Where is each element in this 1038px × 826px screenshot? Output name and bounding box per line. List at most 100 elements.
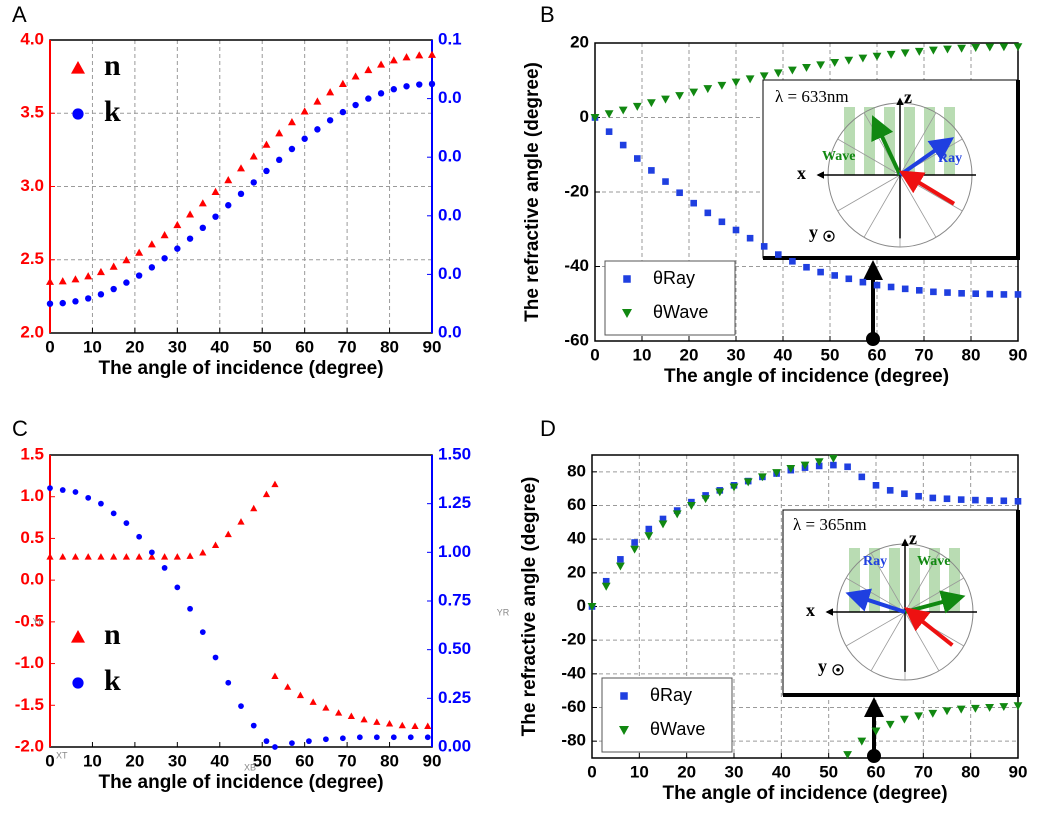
y-tick-label: -40 [564, 256, 589, 275]
marker [929, 46, 938, 55]
marker [276, 156, 283, 164]
inset-radial [870, 552, 906, 613]
inset-stripe [849, 548, 860, 612]
inset-ray-arrow [845, 588, 906, 614]
x-tick-label: 50 [253, 751, 272, 770]
marker [59, 299, 66, 307]
marker [110, 285, 117, 293]
marker [816, 61, 825, 70]
marker [760, 243, 768, 250]
y-tick-label: 20 [570, 32, 589, 51]
legend-marker [620, 692, 628, 700]
legend-box [604, 260, 736, 336]
x-tick-label: 20 [680, 345, 699, 364]
panel: A 0 10 20 30 40 50 60 70 80 90 2.0 2.5 3.0 3.5 4.0 0.0 0.… [12, 2, 462, 379]
inset-wavelength: λ = 365nm [793, 515, 867, 534]
marker [844, 56, 854, 65]
inset-z-label: z [909, 528, 917, 548]
marker [122, 256, 131, 264]
x-tick-label: 30 [168, 751, 187, 770]
inset-x-label: x [806, 600, 815, 620]
x-tick-label: 80 [962, 345, 981, 364]
marker [687, 501, 696, 510]
x-tick-label: 90 [1009, 762, 1028, 781]
inset-stripe [929, 548, 940, 612]
marker [288, 145, 296, 153]
marker [136, 533, 143, 540]
x-tick-label: 10 [83, 337, 102, 356]
y-tick-label: 3.0 [20, 176, 44, 195]
marker [237, 518, 245, 525]
marker [901, 285, 909, 293]
marker [199, 629, 206, 636]
y2-tick-label: 0.0 [438, 205, 462, 224]
x-tick-label: 0 [45, 337, 54, 356]
inset-stripe [904, 107, 915, 175]
marker [284, 683, 292, 690]
inset-y-label: y [818, 656, 827, 676]
marker [985, 43, 995, 52]
marker [718, 218, 726, 226]
marker [1000, 497, 1008, 505]
marker [373, 718, 381, 725]
legend-marker [623, 275, 631, 283]
marker [287, 118, 296, 126]
marker [701, 495, 710, 504]
marker [211, 187, 220, 195]
y-tick-label: -80 [561, 731, 586, 750]
marker [198, 199, 207, 207]
marker [186, 235, 194, 242]
y-tick-label: 0 [577, 596, 586, 615]
marker [743, 478, 753, 487]
legend-marker [72, 108, 84, 120]
x-tick-label: 40 [774, 345, 793, 364]
marker [364, 65, 373, 74]
marker [84, 553, 92, 560]
marker [415, 51, 424, 59]
marker [956, 705, 966, 714]
y2-tick-label: 0.0 [438, 264, 462, 283]
marker [871, 727, 881, 736]
marker [389, 56, 398, 64]
marker [326, 88, 335, 96]
y-tick-label: 1.0 [20, 486, 44, 505]
marker [958, 290, 965, 297]
marker [617, 556, 624, 563]
marker [985, 703, 994, 712]
marker [676, 189, 683, 197]
marker [428, 50, 436, 58]
marker [971, 704, 980, 713]
marker [644, 532, 654, 541]
marker [943, 45, 952, 54]
marker [858, 473, 866, 481]
panel: B 0 10 20 30 40 50 60 70 80 90 -60 -40 -20 0 20 The angl… [522, 2, 1027, 387]
legend-label: n [104, 49, 121, 82]
inset-incident-arrow [904, 607, 954, 647]
marker [645, 525, 653, 533]
marker [745, 75, 755, 84]
inset-incident-arrow [898, 170, 956, 206]
x-tick-label: 50 [253, 337, 272, 356]
marker [830, 461, 837, 469]
marker [71, 275, 80, 283]
marker [249, 152, 258, 160]
x-axis-label: The angle of incidence (degree) [662, 783, 947, 804]
marker [186, 210, 195, 218]
x-tick-label: 40 [210, 337, 229, 356]
marker [1014, 291, 1022, 298]
y2-tick-label: 0.25 [438, 688, 471, 707]
marker [914, 47, 924, 56]
marker [986, 497, 993, 504]
marker [957, 44, 966, 53]
marker [886, 487, 894, 494]
marker [323, 736, 329, 743]
x-axis-label: The angle of incidence (degree) [664, 366, 949, 387]
marker [845, 275, 853, 283]
inset-stripe [909, 548, 920, 612]
x-tick-label: 90 [1009, 345, 1028, 364]
x-tick-label: 40 [210, 751, 229, 770]
marker [306, 738, 312, 745]
y-tick-label: 20 [567, 562, 586, 581]
x-tick-label: 40 [772, 762, 791, 781]
marker [122, 553, 130, 560]
